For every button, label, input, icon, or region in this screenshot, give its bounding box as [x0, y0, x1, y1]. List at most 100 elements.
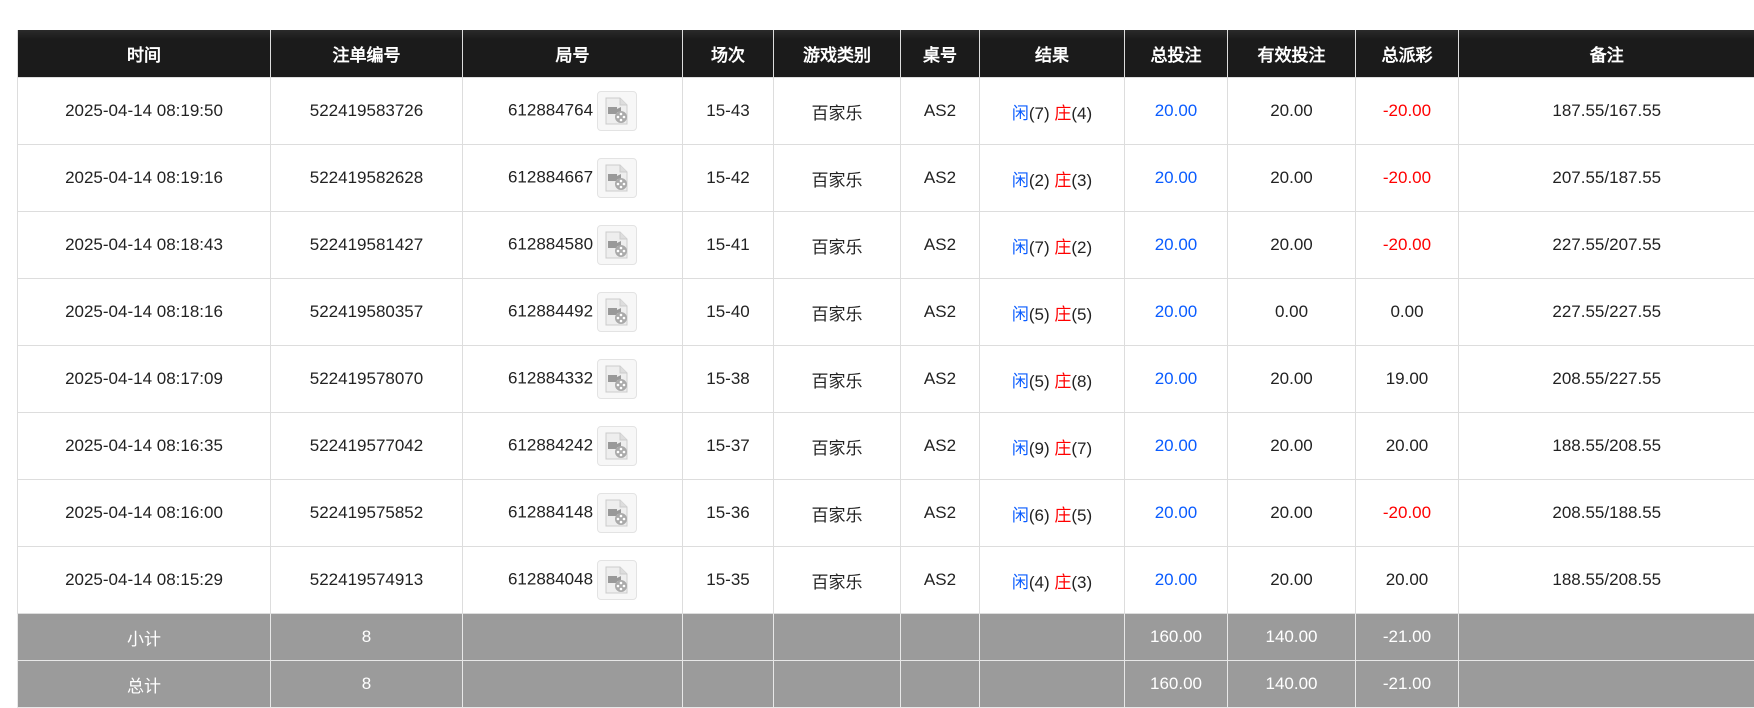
cell-bet-id: 522419583726 — [271, 78, 463, 145]
player-label: 闲 — [1012, 104, 1029, 123]
summary-total-bet: 160.00 — [1125, 614, 1228, 661]
cell-result: 闲(5) 庄(8) — [980, 346, 1125, 413]
cell-total-bet: 20.00 — [1125, 480, 1228, 547]
empty-cell — [463, 614, 683, 661]
video-replay-icon[interactable] — [597, 91, 637, 131]
player-label: 闲 — [1012, 439, 1029, 458]
table-row: 2025-04-14 08:16:35 522419577042 6128842… — [18, 413, 1754, 480]
summary-label: 小计 — [18, 614, 271, 661]
cell-bet-id: 522419581427 — [271, 212, 463, 279]
cell-game-type: 百家乐 — [774, 346, 901, 413]
cell-time: 2025-04-14 08:18:43 — [18, 212, 271, 279]
cell-total-bet: 20.00 — [1125, 346, 1228, 413]
cell-payout: 0.00 — [1356, 279, 1459, 346]
cell-round: 612884242 — [463, 413, 683, 480]
cell-bet-id: 522419575852 — [271, 480, 463, 547]
cell-result: 闲(7) 庄(4) — [980, 78, 1125, 145]
header-game-type: 游戏类别 — [774, 30, 901, 78]
cell-shoe: 15-41 — [683, 212, 774, 279]
cell-total-bet: 20.00 — [1125, 78, 1228, 145]
cell-total-bet: 20.00 — [1125, 413, 1228, 480]
table-header-row: 时间注单编号局号场次游戏类别桌号结果总投注有效投注总派彩备注 — [18, 30, 1754, 78]
round-number: 612884667 — [508, 167, 593, 186]
cell-bet-id: 522419582628 — [271, 145, 463, 212]
player-score: (5) — [1029, 372, 1050, 391]
cell-shoe: 15-40 — [683, 279, 774, 346]
player-label: 闲 — [1012, 305, 1029, 324]
video-replay-icon[interactable] — [597, 560, 637, 600]
cell-result: 闲(6) 庄(5) — [980, 480, 1125, 547]
banker-label: 庄 — [1054, 104, 1071, 123]
video-replay-icon[interactable] — [597, 225, 637, 265]
cell-note: 187.55/167.55 — [1459, 78, 1754, 145]
summary-payout: -21.00 — [1356, 614, 1459, 661]
table-row: 2025-04-14 08:16:00 522419575852 6128841… — [18, 480, 1754, 547]
cell-valid-bet: 20.00 — [1228, 346, 1356, 413]
cell-result: 闲(5) 庄(5) — [980, 279, 1125, 346]
cell-table-no: AS2 — [901, 346, 980, 413]
header-valid-bet: 有效投注 — [1228, 30, 1356, 78]
video-replay-icon[interactable] — [597, 493, 637, 533]
empty-cell — [901, 614, 980, 661]
player-label: 闲 — [1012, 171, 1029, 190]
empty-cell — [1459, 614, 1754, 661]
empty-cell — [901, 661, 980, 708]
cell-note: 227.55/227.55 — [1459, 279, 1754, 346]
header-table-no: 桌号 — [901, 30, 980, 78]
cell-shoe: 15-36 — [683, 480, 774, 547]
cell-note: 188.55/208.55 — [1459, 547, 1754, 614]
bet-history-table: 时间注单编号局号场次游戏类别桌号结果总投注有效投注总派彩备注 2025-04-1… — [17, 30, 1754, 708]
cell-payout: -20.00 — [1356, 78, 1459, 145]
cell-table-no: AS2 — [901, 547, 980, 614]
table-row: 2025-04-14 08:18:43 522419581427 6128845… — [18, 212, 1754, 279]
cell-valid-bet: 20.00 — [1228, 78, 1356, 145]
player-label: 闲 — [1012, 372, 1029, 391]
empty-cell — [683, 661, 774, 708]
table-row: 2025-04-14 08:19:16 522419582628 6128846… — [18, 145, 1754, 212]
header-time: 时间 — [18, 30, 271, 78]
player-score: (2) — [1029, 171, 1050, 190]
round-number: 612884492 — [508, 301, 593, 320]
cell-round: 612884332 — [463, 346, 683, 413]
cell-game-type: 百家乐 — [774, 547, 901, 614]
video-replay-icon[interactable] — [597, 292, 637, 332]
cell-total-bet: 20.00 — [1125, 145, 1228, 212]
cell-payout: 20.00 — [1356, 413, 1459, 480]
empty-cell — [774, 661, 901, 708]
cell-game-type: 百家乐 — [774, 212, 901, 279]
cell-valid-bet: 20.00 — [1228, 145, 1356, 212]
cell-shoe: 15-43 — [683, 78, 774, 145]
cell-valid-bet: 20.00 — [1228, 413, 1356, 480]
banker-label: 庄 — [1054, 238, 1071, 257]
empty-cell — [683, 614, 774, 661]
cell-result: 闲(9) 庄(7) — [980, 413, 1125, 480]
video-replay-icon[interactable] — [597, 158, 637, 198]
player-label: 闲 — [1012, 506, 1029, 525]
empty-cell — [980, 661, 1125, 708]
cell-note: 208.55/227.55 — [1459, 346, 1754, 413]
header-payout: 总派彩 — [1356, 30, 1459, 78]
cell-shoe: 15-38 — [683, 346, 774, 413]
banker-score: (3) — [1071, 573, 1092, 592]
cell-valid-bet: 0.00 — [1228, 279, 1356, 346]
cell-result: 闲(4) 庄(3) — [980, 547, 1125, 614]
cell-note: 208.55/188.55 — [1459, 480, 1754, 547]
cell-payout: -20.00 — [1356, 145, 1459, 212]
summary-row: 总计 8 160.00 140.00 -21.00 — [18, 661, 1754, 708]
video-replay-icon[interactable] — [597, 426, 637, 466]
banker-label: 庄 — [1054, 305, 1071, 324]
summary-label: 总计 — [18, 661, 271, 708]
header-total-bet: 总投注 — [1125, 30, 1228, 78]
banker-score: (3) — [1071, 171, 1092, 190]
cell-valid-bet: 20.00 — [1228, 212, 1356, 279]
round-number: 612884580 — [508, 234, 593, 253]
banker-score: (4) — [1071, 104, 1092, 123]
empty-cell — [1459, 661, 1754, 708]
banker-score: (5) — [1071, 506, 1092, 525]
cell-time: 2025-04-14 08:16:35 — [18, 413, 271, 480]
video-replay-icon[interactable] — [597, 359, 637, 399]
table-row: 2025-04-14 08:19:50 522419583726 6128847… — [18, 78, 1754, 145]
cell-time: 2025-04-14 08:19:50 — [18, 78, 271, 145]
summary-valid-bet: 140.00 — [1228, 661, 1356, 708]
cell-round: 612884667 — [463, 145, 683, 212]
